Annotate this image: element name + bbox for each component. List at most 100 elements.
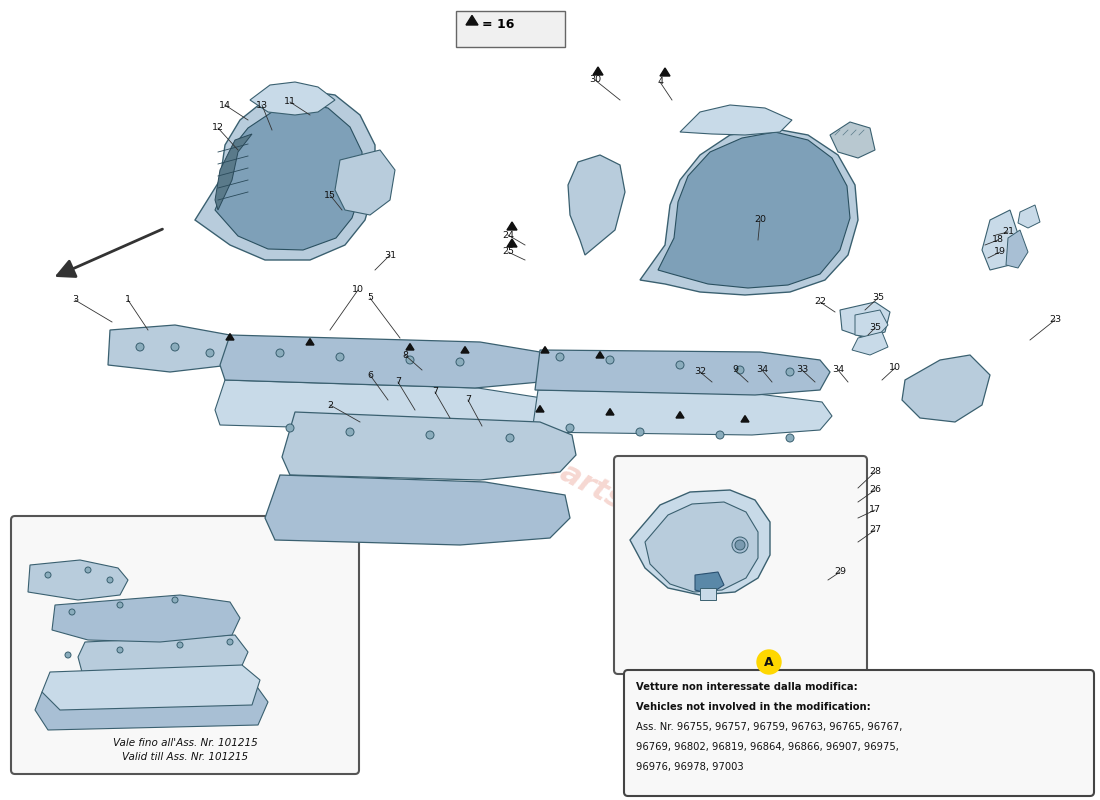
Circle shape	[736, 366, 744, 374]
Polygon shape	[52, 595, 240, 642]
Text: 35: 35	[869, 323, 881, 333]
Polygon shape	[658, 132, 850, 288]
Polygon shape	[1018, 205, 1040, 228]
Text: 35: 35	[872, 294, 884, 302]
Polygon shape	[630, 490, 770, 595]
Text: 14: 14	[219, 101, 231, 110]
Text: 34: 34	[756, 366, 768, 374]
Polygon shape	[852, 332, 888, 355]
Text: 15: 15	[324, 190, 336, 199]
Text: 13: 13	[256, 101, 268, 110]
Text: 28: 28	[869, 467, 881, 477]
Text: A: A	[764, 655, 773, 669]
Circle shape	[506, 434, 514, 442]
Polygon shape	[220, 335, 548, 388]
Polygon shape	[28, 560, 128, 600]
Text: Vehicles not involved in the modification:: Vehicles not involved in the modificatio…	[636, 702, 871, 712]
Circle shape	[336, 353, 344, 361]
Polygon shape	[660, 68, 670, 76]
Text: 21: 21	[1002, 227, 1014, 237]
Circle shape	[286, 424, 294, 432]
Text: 10: 10	[352, 286, 364, 294]
Text: 4: 4	[657, 78, 663, 86]
Circle shape	[346, 428, 354, 436]
Polygon shape	[507, 222, 517, 230]
Polygon shape	[840, 302, 890, 338]
Text: 12: 12	[212, 123, 224, 133]
Polygon shape	[35, 684, 268, 730]
Polygon shape	[568, 155, 625, 255]
Polygon shape	[336, 150, 395, 215]
Polygon shape	[700, 588, 716, 600]
Text: 17: 17	[869, 506, 881, 514]
Text: Valid till Ass. Nr. 101215: Valid till Ass. Nr. 101215	[122, 752, 249, 762]
Text: 96769, 96802, 96819, 96864, 96866, 96907, 96975,: 96769, 96802, 96819, 96864, 96866, 96907…	[636, 742, 899, 752]
Polygon shape	[536, 406, 544, 412]
Polygon shape	[282, 412, 576, 480]
Circle shape	[170, 343, 179, 351]
Polygon shape	[406, 344, 414, 350]
Text: 34: 34	[832, 366, 844, 374]
Polygon shape	[695, 572, 724, 594]
Circle shape	[276, 349, 284, 357]
Polygon shape	[640, 128, 858, 295]
Circle shape	[69, 609, 75, 615]
Circle shape	[45, 572, 51, 578]
Text: 96976, 96978, 97003: 96976, 96978, 97003	[636, 762, 744, 772]
Circle shape	[117, 647, 123, 653]
Polygon shape	[306, 338, 313, 345]
Text: 26: 26	[869, 486, 881, 494]
Circle shape	[676, 361, 684, 369]
Polygon shape	[532, 390, 832, 435]
Circle shape	[172, 597, 178, 603]
Polygon shape	[902, 355, 990, 422]
Text: 29: 29	[834, 567, 846, 577]
Circle shape	[735, 540, 745, 550]
FancyBboxPatch shape	[624, 670, 1094, 796]
Circle shape	[732, 537, 748, 553]
Polygon shape	[265, 475, 570, 545]
Polygon shape	[676, 411, 684, 418]
Text: 22: 22	[814, 298, 826, 306]
Circle shape	[786, 368, 794, 376]
Text: 7: 7	[465, 395, 471, 405]
Polygon shape	[982, 210, 1020, 270]
Polygon shape	[226, 334, 234, 340]
Polygon shape	[1006, 230, 1028, 268]
Text: 3: 3	[72, 295, 78, 305]
Text: 1: 1	[125, 295, 131, 305]
Polygon shape	[741, 416, 749, 422]
Text: Vetture non interessate dalla modifica:: Vetture non interessate dalla modifica:	[636, 682, 858, 692]
Text: 2: 2	[327, 401, 333, 410]
Text: Vale fino all'Ass. Nr. 101215: Vale fino all'Ass. Nr. 101215	[112, 738, 257, 748]
Text: = 16: = 16	[482, 18, 515, 31]
Text: 9: 9	[732, 366, 738, 374]
Polygon shape	[593, 67, 603, 75]
Polygon shape	[466, 15, 478, 25]
Polygon shape	[541, 346, 549, 353]
Circle shape	[456, 358, 464, 366]
Text: 7: 7	[432, 387, 438, 397]
Text: 18: 18	[992, 235, 1004, 245]
Circle shape	[107, 577, 113, 583]
Circle shape	[85, 567, 91, 573]
Text: 11: 11	[284, 98, 296, 106]
Circle shape	[716, 431, 724, 439]
Circle shape	[566, 424, 574, 432]
Polygon shape	[535, 350, 830, 395]
Circle shape	[786, 434, 794, 442]
Circle shape	[65, 652, 72, 658]
Circle shape	[177, 642, 183, 648]
Text: 5: 5	[367, 294, 373, 302]
Polygon shape	[214, 134, 252, 210]
Polygon shape	[108, 325, 235, 372]
FancyBboxPatch shape	[11, 516, 359, 774]
Text: 31: 31	[384, 250, 396, 259]
Text: 27: 27	[869, 526, 881, 534]
Polygon shape	[855, 310, 888, 338]
Circle shape	[556, 353, 564, 361]
Text: 19: 19	[994, 247, 1006, 257]
Polygon shape	[596, 352, 604, 358]
Text: 6: 6	[367, 370, 373, 379]
Text: 8: 8	[402, 350, 408, 359]
